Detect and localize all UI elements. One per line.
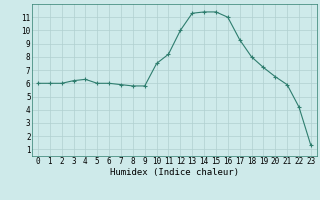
X-axis label: Humidex (Indice chaleur): Humidex (Indice chaleur) [110,168,239,177]
